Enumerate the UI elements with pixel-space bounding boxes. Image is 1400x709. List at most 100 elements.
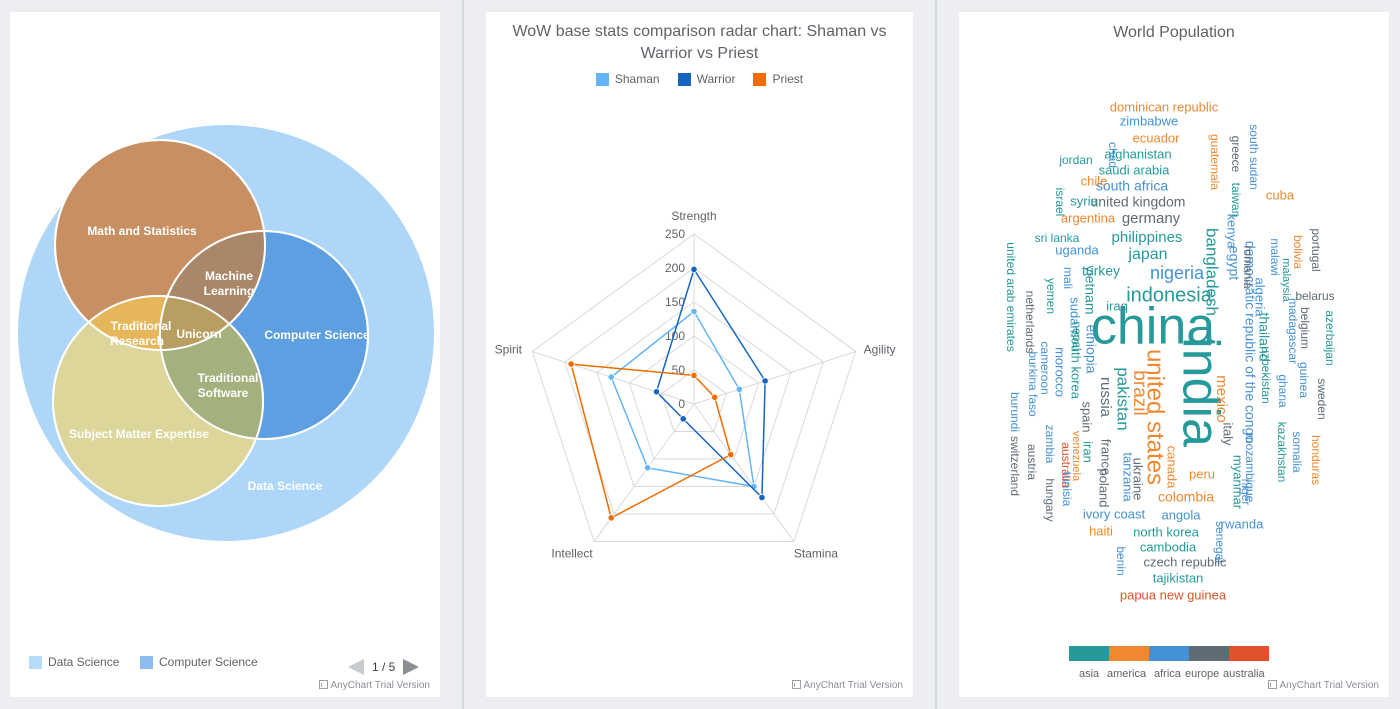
cloud-word[interactable]: united kingdom bbox=[1091, 194, 1186, 210]
radar-legend-item-priest[interactable]: Priest bbox=[753, 72, 803, 86]
cloud-word[interactable]: argentina bbox=[1061, 210, 1116, 225]
cloud-word[interactable]: france bbox=[1099, 439, 1114, 475]
cloud-word[interactable]: afghanistan bbox=[1104, 146, 1171, 161]
radar-point[interactable] bbox=[567, 360, 575, 368]
venn-traditional-software-region[interactable] bbox=[53, 296, 263, 506]
cloud-word[interactable]: somalia bbox=[1290, 431, 1304, 473]
cloud-word[interactable]: ivory coast bbox=[1083, 506, 1146, 521]
cloud-word[interactable]: sudan bbox=[1068, 297, 1083, 332]
cloud-word[interactable]: burkina faso bbox=[1026, 351, 1040, 417]
cloud-word[interactable]: senegal bbox=[1213, 521, 1227, 563]
cloud-word[interactable]: cuba bbox=[1266, 187, 1295, 202]
cloud-word[interactable]: guinea bbox=[1297, 362, 1311, 398]
cloud-word[interactable]: guatemala bbox=[1208, 134, 1222, 190]
cloud-word[interactable]: sweden bbox=[1315, 378, 1329, 419]
cloud-word[interactable]: china bbox=[1091, 298, 1215, 356]
cloud-word[interactable]: hungary bbox=[1043, 478, 1057, 521]
cloud-word[interactable]: dominican republic bbox=[1110, 99, 1219, 114]
cloud-word[interactable]: rwanda bbox=[1221, 516, 1264, 531]
cloud-word[interactable]: north korea bbox=[1133, 524, 1200, 539]
cloud-word[interactable]: czech republic bbox=[1143, 554, 1227, 569]
cloud-word[interactable]: thailand bbox=[1256, 312, 1272, 361]
cloud-word[interactable]: tunisia bbox=[1060, 472, 1074, 507]
radar-point[interactable] bbox=[690, 265, 698, 273]
cloud-word[interactable]: algeria bbox=[1253, 277, 1268, 317]
cloud-word[interactable]: cambodia bbox=[1140, 539, 1197, 554]
cloud-word[interactable]: angola bbox=[1161, 507, 1201, 522]
radar-point[interactable] bbox=[735, 385, 743, 393]
radar-series-priest[interactable] bbox=[567, 360, 735, 522]
radar-point[interactable] bbox=[607, 373, 615, 381]
cloud-word[interactable]: spain bbox=[1080, 401, 1095, 432]
cloud-word[interactable]: india bbox=[1171, 337, 1229, 447]
cloud-word[interactable]: niger bbox=[1239, 479, 1253, 506]
cloud-word[interactable]: myanmar bbox=[1231, 455, 1246, 510]
cloud-word[interactable]: switzerland bbox=[1008, 436, 1022, 496]
cloud-credit[interactable]: AnyChart Trial Version bbox=[1267, 680, 1379, 691]
cloud-word[interactable]: morocco bbox=[1053, 347, 1068, 397]
cloud-word[interactable]: tajikistan bbox=[1153, 570, 1204, 585]
cloud-word[interactable]: honduras bbox=[1309, 435, 1323, 485]
cloud-word[interactable]: venezuela bbox=[1070, 431, 1082, 482]
cloud-word[interactable]: japan bbox=[1127, 246, 1167, 263]
pager-prev-icon[interactable] bbox=[348, 659, 364, 675]
cloud-word[interactable]: sri lanka bbox=[1035, 231, 1080, 245]
cloud-word[interactable]: belgium bbox=[1298, 307, 1312, 349]
venn-legend-item-data-science[interactable]: Data Science bbox=[29, 655, 119, 669]
cloud-word[interactable]: pakistan bbox=[1114, 367, 1133, 430]
cloud-word[interactable]: greece bbox=[1229, 136, 1243, 173]
cloud-word[interactable]: malawi bbox=[1268, 238, 1282, 275]
cloud-word[interactable]: germany bbox=[1122, 210, 1181, 227]
cloud-word[interactable]: south africa bbox=[1096, 178, 1169, 194]
cloud-word[interactable]: netherlands bbox=[1023, 291, 1037, 354]
cloud-word[interactable]: ukraine bbox=[1131, 458, 1146, 501]
cloud-word[interactable]: tanzania bbox=[1121, 452, 1136, 502]
radar-point[interactable] bbox=[727, 451, 735, 459]
radar-point[interactable] bbox=[607, 514, 615, 522]
cloud-word[interactable]: ethiopia bbox=[1083, 324, 1099, 373]
cloud-word[interactable]: egypt bbox=[1226, 246, 1242, 280]
cloud-word[interactable]: poland bbox=[1097, 468, 1112, 507]
cloud-legend-segment-australia[interactable] bbox=[1229, 646, 1269, 661]
radar-legend-item-shaman[interactable]: Shaman bbox=[595, 72, 660, 86]
cloud-word[interactable]: mexico bbox=[1213, 375, 1230, 423]
cloud-word[interactable]: indonesia bbox=[1126, 284, 1213, 306]
cloud-word[interactable]: iraq bbox=[1106, 298, 1128, 313]
cloud-word[interactable]: bangladesh bbox=[1203, 228, 1222, 316]
cloud-word[interactable]: zimbabwe bbox=[1120, 113, 1179, 128]
cloud-word[interactable]: russia bbox=[1097, 377, 1114, 418]
radar-series-line[interactable] bbox=[610, 310, 755, 488]
cloud-word[interactable]: chile bbox=[1081, 173, 1108, 188]
cloud-legend-segment-america[interactable] bbox=[1109, 646, 1149, 661]
radar-point[interactable] bbox=[690, 371, 698, 380]
cloud-word[interactable]: haiti bbox=[1089, 523, 1113, 538]
radar-point[interactable] bbox=[644, 464, 652, 472]
cloud-word[interactable]: israel bbox=[1053, 188, 1067, 217]
cloud-word[interactable]: benin bbox=[1114, 546, 1128, 575]
cloud-word[interactable]: canada bbox=[1165, 446, 1180, 489]
cloud-word[interactable]: madagascar bbox=[1286, 298, 1300, 364]
cloud-word[interactable]: portugal bbox=[1309, 228, 1323, 271]
cloud-word[interactable]: mozambique bbox=[1243, 434, 1257, 503]
radar-point[interactable] bbox=[711, 393, 719, 401]
cloud-word[interactable]: turkey bbox=[1082, 263, 1120, 279]
cloud-word[interactable]: burundi bbox=[1008, 392, 1022, 432]
pager-next-icon[interactable] bbox=[403, 659, 420, 675]
cloud-legend-segment-asia[interactable] bbox=[1069, 646, 1109, 661]
cloud-word[interactable]: azerbaijan bbox=[1323, 310, 1337, 365]
cloud-word[interactable]: ecuador bbox=[1133, 130, 1181, 145]
cloud-word[interactable]: kazakhstan bbox=[1275, 422, 1289, 483]
radar-point[interactable] bbox=[761, 377, 769, 385]
cloud-word[interactable]: south sudan bbox=[1247, 124, 1261, 189]
cloud-word[interactable]: chad bbox=[1106, 142, 1120, 168]
cloud-word[interactable]: united states bbox=[1142, 349, 1169, 485]
cloud-word[interactable]: philippines bbox=[1112, 229, 1183, 246]
cloud-word[interactable]: yemen bbox=[1044, 278, 1058, 314]
radar-point[interactable] bbox=[652, 388, 661, 396]
cloud-word[interactable]: ghana bbox=[1276, 374, 1290, 408]
cloud-word[interactable]: taiwan bbox=[1229, 183, 1243, 218]
radar-point[interactable] bbox=[758, 493, 766, 502]
cloud-word[interactable]: cameroon bbox=[1038, 341, 1052, 394]
radar-credit[interactable]: AnyChart Trial Version bbox=[791, 680, 903, 691]
cloud-word[interactable]: austria bbox=[1025, 444, 1039, 480]
